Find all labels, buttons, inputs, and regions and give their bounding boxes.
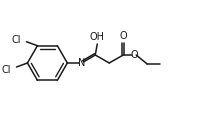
Text: N: N xyxy=(78,58,85,68)
Text: O: O xyxy=(119,31,127,41)
Text: Cl: Cl xyxy=(2,65,12,75)
Text: O: O xyxy=(130,50,138,60)
Text: OH: OH xyxy=(90,32,105,42)
Text: Cl: Cl xyxy=(12,35,21,45)
